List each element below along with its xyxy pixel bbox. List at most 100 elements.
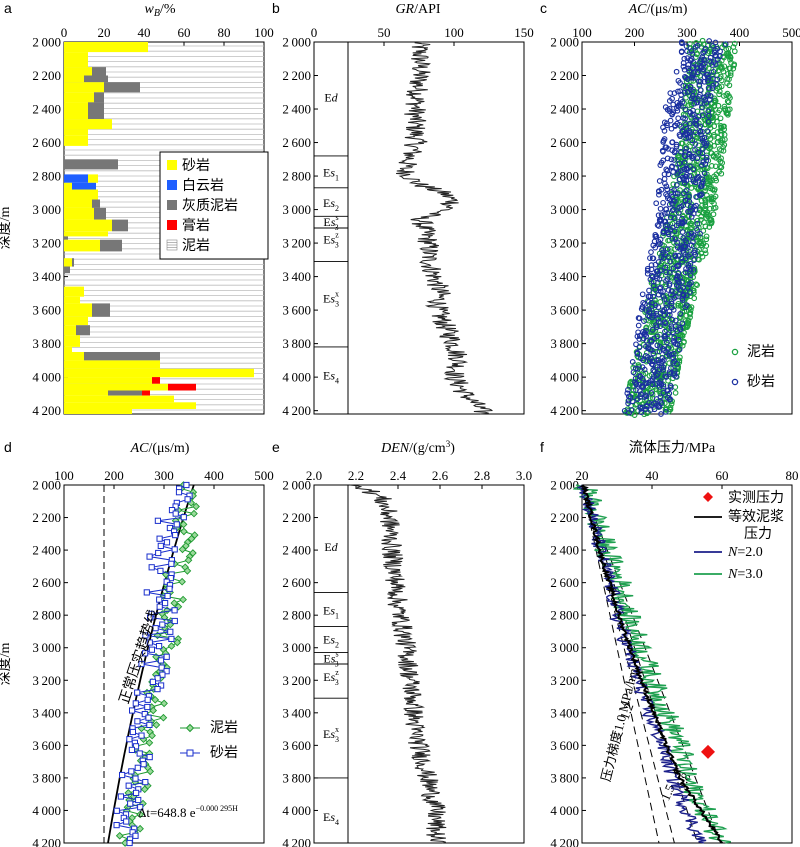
lithology-bar bbox=[108, 390, 142, 396]
ac-point bbox=[679, 201, 685, 207]
ac-point bbox=[660, 288, 666, 295]
ac-point bbox=[657, 378, 664, 384]
ac-marker bbox=[140, 785, 149, 794]
ac-point bbox=[673, 68, 680, 75]
y-tick-label: 3 800 bbox=[32, 770, 61, 785]
ac-marker bbox=[156, 603, 163, 610]
ac-point bbox=[708, 163, 715, 169]
ac-point bbox=[694, 99, 701, 106]
ac-point bbox=[640, 357, 647, 364]
legend-label: N=2.0 bbox=[727, 545, 763, 560]
ac-marker bbox=[172, 503, 179, 510]
y-tick-label: 3 000 bbox=[282, 640, 311, 655]
x-tick-label: 100 bbox=[54, 468, 74, 483]
ac-point bbox=[649, 327, 656, 333]
y-tick-label: 3 600 bbox=[32, 303, 61, 318]
ac-point bbox=[670, 265, 677, 272]
x-tick-label: 500 bbox=[782, 25, 800, 40]
ac-point bbox=[648, 390, 655, 396]
ac-point bbox=[687, 314, 693, 321]
ac-point bbox=[656, 178, 663, 184]
ac-point bbox=[694, 227, 700, 233]
ac-point bbox=[679, 278, 685, 285]
ac-marker bbox=[146, 767, 155, 776]
ac-point bbox=[690, 267, 697, 273]
ac-point bbox=[679, 295, 685, 302]
ac-marker bbox=[138, 660, 145, 668]
y-tick-label: 3 000 bbox=[32, 202, 61, 217]
ac-point bbox=[699, 253, 706, 260]
ac-point bbox=[668, 298, 675, 305]
y-tick-label: 2 800 bbox=[282, 608, 311, 623]
ac-point bbox=[703, 233, 710, 240]
ac-point bbox=[731, 40, 738, 47]
ac-point bbox=[661, 312, 668, 319]
ac-point bbox=[634, 350, 641, 357]
ac-point bbox=[668, 345, 675, 351]
ac-point bbox=[694, 69, 701, 75]
lithology-bar bbox=[64, 189, 98, 200]
ac-point bbox=[705, 85, 712, 91]
y-tick-label: 4 000 bbox=[550, 803, 579, 818]
y-tick-label: 2 000 bbox=[550, 35, 579, 50]
y-tick-label: 3 400 bbox=[32, 705, 61, 720]
ac-marker bbox=[132, 743, 140, 750]
lithology-bar bbox=[92, 199, 100, 208]
lithology-bar bbox=[64, 159, 118, 170]
legend-label: 膏岩 bbox=[182, 217, 210, 234]
x-tick-label: 60 bbox=[178, 25, 191, 40]
ac-point bbox=[664, 186, 671, 193]
ac-marker bbox=[171, 617, 178, 625]
ac-point bbox=[665, 287, 672, 293]
ac-marker bbox=[172, 510, 179, 517]
ac-point bbox=[665, 231, 672, 238]
ac-point bbox=[680, 60, 687, 66]
formation-label: Ess3 bbox=[323, 649, 338, 668]
ac-point bbox=[660, 390, 667, 396]
lithology-bar bbox=[168, 383, 196, 391]
ac-point bbox=[694, 155, 701, 162]
lithology-bar bbox=[92, 67, 106, 76]
lithology-bar bbox=[64, 231, 108, 237]
ac-point bbox=[681, 190, 687, 197]
ac-point bbox=[707, 205, 713, 212]
ac-marker bbox=[179, 520, 188, 529]
formation-label: Ed bbox=[324, 540, 338, 554]
gr-curve bbox=[396, 41, 494, 415]
y-tick-label: 3 800 bbox=[32, 336, 61, 351]
lithology-bar bbox=[64, 236, 68, 240]
ac-point bbox=[672, 252, 679, 259]
ac-point bbox=[703, 212, 710, 218]
ac-point bbox=[650, 293, 657, 300]
ac-point bbox=[635, 365, 641, 372]
x-tick-label: 3.0 bbox=[516, 468, 532, 483]
ac-point bbox=[644, 267, 651, 274]
ac-marker bbox=[144, 696, 151, 703]
ac-point bbox=[691, 257, 697, 263]
ac-point bbox=[664, 155, 671, 162]
ac-marker bbox=[167, 628, 174, 635]
ac-point bbox=[650, 367, 657, 374]
formation-label: Ess3 bbox=[323, 213, 338, 232]
panel-e-title: DEN/(g/cm3) bbox=[380, 439, 455, 456]
ac-point bbox=[621, 407, 628, 414]
y-tick-label: 4 000 bbox=[282, 803, 311, 818]
ac-point bbox=[673, 373, 679, 380]
ac-marker bbox=[154, 675, 161, 682]
ac-point bbox=[718, 170, 725, 177]
ac-point bbox=[693, 122, 700, 128]
lithology-bar bbox=[142, 390, 150, 396]
ac-point bbox=[687, 311, 693, 318]
ac-marker bbox=[157, 567, 164, 574]
ac-point bbox=[707, 54, 714, 61]
legend-label: 砂岩 bbox=[210, 745, 238, 761]
ac-point bbox=[679, 220, 686, 227]
ac-marker bbox=[134, 718, 141, 725]
lithology-bar bbox=[64, 303, 92, 317]
lithology-bar bbox=[64, 119, 112, 130]
x-tick-label: 300 bbox=[677, 25, 697, 40]
ac-point bbox=[656, 285, 663, 292]
ac-point bbox=[718, 125, 725, 131]
ac-point bbox=[697, 192, 704, 199]
ac-point bbox=[649, 347, 655, 353]
